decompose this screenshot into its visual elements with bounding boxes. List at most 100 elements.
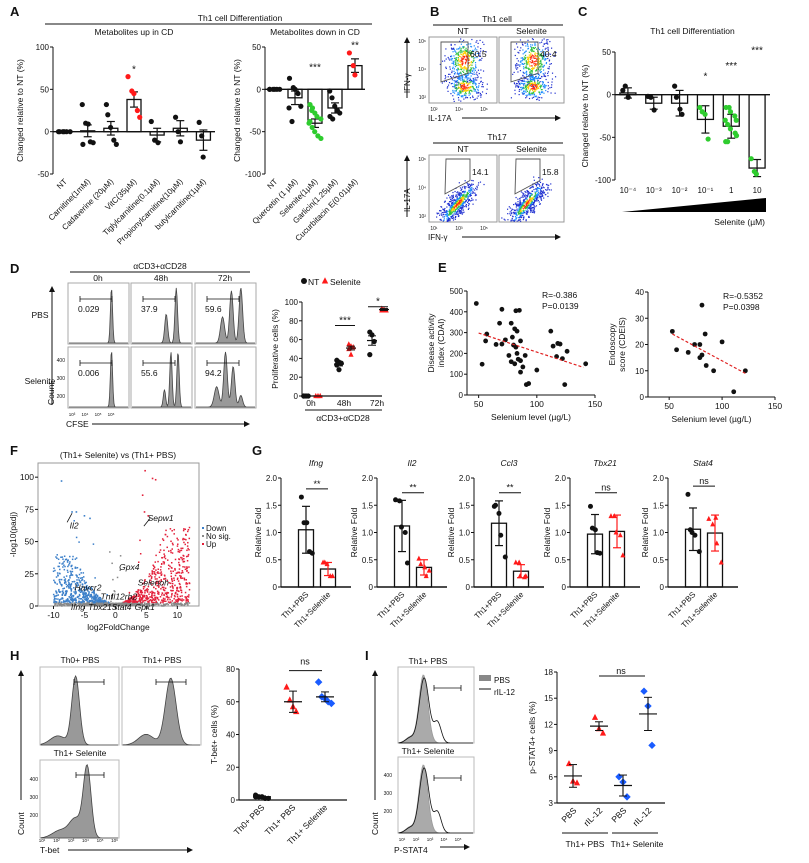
gene-point	[152, 591, 154, 594]
gate	[510, 41, 539, 83]
y-tick-label: -50	[599, 133, 611, 142]
density-dot	[519, 218, 521, 221]
density-dot	[455, 208, 457, 211]
gene-point	[175, 599, 177, 601]
density-dot	[469, 85, 472, 88]
gene-point	[155, 603, 157, 606]
density-dot	[453, 200, 455, 202]
gene-point	[152, 564, 154, 567]
density-dot	[527, 85, 529, 88]
gene-point	[127, 601, 130, 603]
panel-label: A	[10, 4, 20, 19]
density-dot	[512, 211, 515, 213]
density-dot	[459, 84, 462, 86]
data-point	[697, 104, 703, 111]
density-dot	[523, 200, 525, 202]
density-dot	[460, 91, 462, 93]
density-dot	[451, 217, 453, 219]
gene-point	[171, 590, 173, 592]
density-dot	[504, 219, 506, 221]
density-dot	[515, 206, 517, 208]
density-dot	[467, 66, 470, 68]
density-dot	[454, 205, 456, 207]
density-dot	[448, 205, 451, 207]
density-dot	[457, 215, 460, 218]
data-point	[725, 139, 731, 145]
correlation-r: R=-0.386	[542, 290, 577, 300]
data-point	[155, 140, 161, 146]
density-dot	[470, 64, 472, 66]
density-dot	[540, 55, 543, 57]
density-dot	[554, 92, 556, 94]
density-dot	[465, 59, 468, 61]
density-dot	[452, 210, 454, 212]
flow-group-title: Th1 cell	[482, 14, 512, 24]
density-dot	[526, 206, 528, 208]
gene-point	[164, 592, 167, 594]
chart-title: Metabolites down in CD	[270, 27, 360, 37]
density-dot	[451, 205, 454, 207]
density-dot	[536, 190, 538, 192]
density-dot	[461, 88, 463, 90]
density-dot	[539, 93, 541, 95]
density-dot	[528, 82, 530, 85]
density-dot	[465, 206, 467, 208]
density-dot	[456, 84, 458, 86]
density-dot	[457, 60, 459, 62]
density-dot	[526, 58, 529, 61]
data-point	[617, 532, 623, 538]
gene-point	[69, 561, 71, 563]
gene-point	[60, 598, 62, 600]
density-dot	[478, 91, 480, 94]
density-dot	[452, 67, 454, 70]
density-dot	[443, 208, 445, 211]
density-dot	[451, 202, 453, 204]
gene-point	[84, 592, 86, 594]
gene-point	[188, 588, 191, 591]
gene-point	[87, 604, 89, 607]
density-dot	[459, 187, 462, 189]
density-dot	[452, 215, 454, 217]
density-dot	[524, 90, 526, 92]
density-dot	[457, 200, 459, 203]
gene-point	[151, 599, 154, 602]
data-point	[522, 353, 528, 358]
density-dot	[461, 82, 463, 84]
density-dot	[534, 83, 536, 85]
density-dot	[527, 56, 529, 59]
gene-point	[174, 574, 177, 577]
data-point	[298, 494, 304, 500]
density-dot	[536, 63, 538, 65]
density-dot	[532, 84, 534, 86]
y-axis-label: IL-17A	[403, 188, 412, 212]
density-dot	[540, 189, 542, 192]
gene-point	[84, 582, 86, 584]
gene-point	[61, 556, 64, 558]
density-dot	[457, 213, 459, 215]
density-dot	[532, 96, 535, 98]
density-dot	[468, 207, 470, 209]
gene-point	[175, 604, 178, 606]
density-dot	[548, 60, 550, 62]
density-dot	[534, 191, 536, 193]
gene-point	[155, 569, 157, 571]
y-tick-label: 100	[285, 298, 299, 307]
gene-point	[135, 601, 137, 603]
density-dot	[543, 87, 545, 89]
density-dot	[534, 211, 536, 213]
density-dot	[529, 68, 531, 71]
data-point	[196, 119, 202, 125]
density-dot	[532, 55, 534, 57]
density-dot	[457, 198, 459, 201]
gene-point	[145, 594, 148, 597]
gene-point	[178, 571, 180, 574]
gene-point	[151, 570, 153, 572]
gene-point	[78, 600, 80, 602]
density-dot	[458, 99, 460, 101]
gene-point	[163, 574, 166, 576]
density-dot	[473, 83, 475, 85]
density-dot	[518, 79, 521, 81]
density-dot	[451, 57, 453, 60]
density-dot	[478, 85, 480, 87]
density-dot	[472, 73, 474, 75]
